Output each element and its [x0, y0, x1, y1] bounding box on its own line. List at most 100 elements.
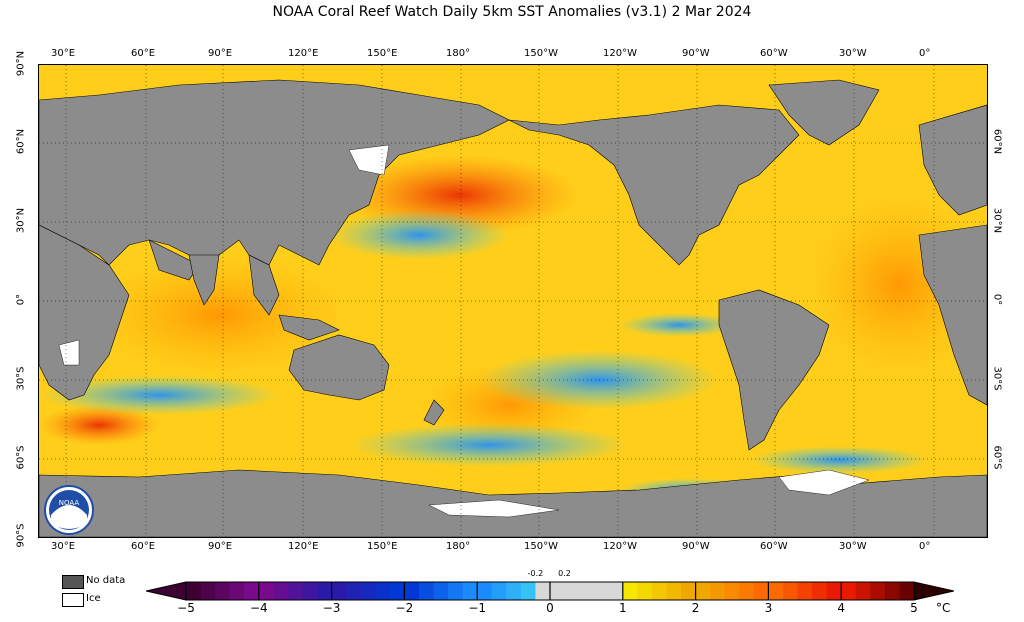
colorbar-segment	[287, 582, 303, 600]
sst-anomaly-map: NOAA	[38, 64, 988, 538]
colorbar-tick-label: −4	[249, 601, 268, 615]
colorbar-segment	[579, 582, 595, 600]
longitude-label: 60°W	[760, 541, 788, 552]
longitude-label: 60°E	[131, 48, 156, 59]
map-title: NOAA Coral Reef Watch Daily 5km SST Anom…	[272, 4, 752, 20]
colorbar-segment	[433, 582, 449, 600]
colorbar-segment	[899, 582, 915, 600]
latitude-label-right: 0°	[991, 293, 1003, 306]
colorbar-segment	[768, 582, 784, 600]
longitude-label: 0°	[919, 48, 931, 59]
latitude-label-left: 90°N	[15, 50, 27, 77]
colorbar-segment	[317, 582, 333, 600]
colorbar-segment	[870, 582, 886, 600]
colorbar-tick-label: −2	[395, 601, 414, 615]
eurasia-land	[39, 79, 510, 266]
colorbar-tick-label: 5	[910, 601, 918, 615]
colorbar-segment	[302, 582, 318, 600]
ice-patch	[58, 339, 80, 366]
south-indian-cool-anomaly	[39, 375, 279, 415]
colorbar-max-arrow	[913, 581, 954, 601]
colorbar-tick-label: 0	[546, 601, 554, 615]
latitude-label-right: 60°N	[991, 128, 1003, 155]
longitude-label: 90°E	[208, 541, 233, 552]
north-pacific-cool-anomaly	[329, 210, 509, 260]
colorbar-segment	[244, 582, 260, 600]
longitude-label: 90°W	[682, 541, 710, 552]
latitude-label-left: 60°S	[15, 445, 27, 470]
colorbar-segment	[812, 582, 828, 600]
colorbar-segment	[855, 582, 871, 600]
ice-swatch	[62, 593, 84, 607]
colorbar-segment	[448, 582, 464, 600]
africa-land	[39, 224, 130, 401]
colorbar-segment	[477, 582, 493, 600]
colorbar-segment	[229, 582, 245, 600]
latitude-label-right: 60°S	[991, 445, 1003, 470]
colorbar-unit: °C	[936, 601, 951, 615]
colorbar-segment	[593, 582, 609, 600]
colorbar-segment	[797, 582, 813, 600]
colorbar-segment	[258, 582, 274, 600]
north-america-land	[508, 104, 800, 266]
longitude-label: 150°E	[367, 48, 398, 59]
colorbar-tick-label: 4	[837, 601, 845, 615]
latitude-label-right: 30°N	[991, 207, 1003, 234]
longitude-label: 0°	[919, 541, 931, 552]
latitude-label-right: 30°S	[991, 366, 1003, 391]
sea-ice	[58, 144, 870, 518]
colorbar-segment	[389, 582, 405, 600]
longitude-label: 30°W	[839, 48, 867, 59]
new-zealand-land	[423, 399, 445, 426]
colorbar-small-tick-label: 0.2	[558, 569, 571, 578]
map-canvas: NOAA	[39, 65, 987, 537]
colorbar-segment	[346, 582, 362, 600]
south-africa-warm-anomaly	[39, 405, 159, 445]
colorbar-segment	[273, 582, 289, 600]
colorbar-tick-label: −3	[322, 601, 341, 615]
colorbar-segment	[608, 582, 624, 600]
west-africa-land	[918, 224, 987, 406]
colorbar-segment	[404, 582, 420, 600]
noaa-logo: NOAA	[44, 485, 94, 535]
colorbar-segment	[622, 582, 638, 600]
india-land	[188, 254, 220, 306]
colorbar-segment	[506, 582, 522, 600]
colorbar-segment	[418, 582, 435, 600]
nodata-swatch	[62, 575, 84, 589]
colorbar-segment	[331, 582, 347, 600]
colorbar-tick-label: 2	[691, 601, 700, 615]
okhotsk-ice	[348, 144, 390, 176]
australia-land	[288, 334, 390, 401]
colorbar-segment	[841, 582, 857, 600]
graticule	[39, 65, 987, 537]
weddell-sea-ice	[778, 469, 870, 496]
southern-ocean-cool-anomaly	[349, 423, 629, 467]
arabia-land	[148, 239, 200, 281]
colorbar	[146, 581, 954, 601]
colorbar-segment	[215, 582, 231, 600]
longitude-label: 60°E	[131, 541, 156, 552]
colorbar-small-tick-label: -0.2	[527, 569, 544, 578]
colorbar-tick-label: 3	[764, 601, 773, 615]
longitude-label: 120°E	[288, 541, 319, 552]
colorbar-segment	[186, 582, 202, 600]
latitude-label-left: 90°S	[15, 523, 27, 548]
south-atlantic-cool-anomaly	[749, 446, 929, 474]
equatorial-cool-anomaly	[619, 313, 739, 337]
colorbar-segment	[782, 582, 799, 600]
colorbar-segment	[491, 582, 507, 600]
longitude-label: 120°W	[603, 48, 637, 59]
longitude-label: 30°W	[839, 541, 867, 552]
colorbar-min-arrow	[146, 581, 187, 601]
ross-sea-ice	[428, 499, 560, 518]
colorbar-segment	[753, 582, 769, 600]
longitude-label: 150°W	[524, 541, 558, 552]
colorbar-segment	[637, 582, 653, 600]
longitude-label: 150°E	[367, 541, 398, 552]
longitude-label: 180°	[446, 48, 471, 59]
colorbar-tick-label: −1	[468, 601, 487, 615]
south-america-land	[718, 289, 830, 451]
nodata-label: No data	[86, 575, 126, 586]
longitude-label: 60°W	[760, 48, 788, 59]
